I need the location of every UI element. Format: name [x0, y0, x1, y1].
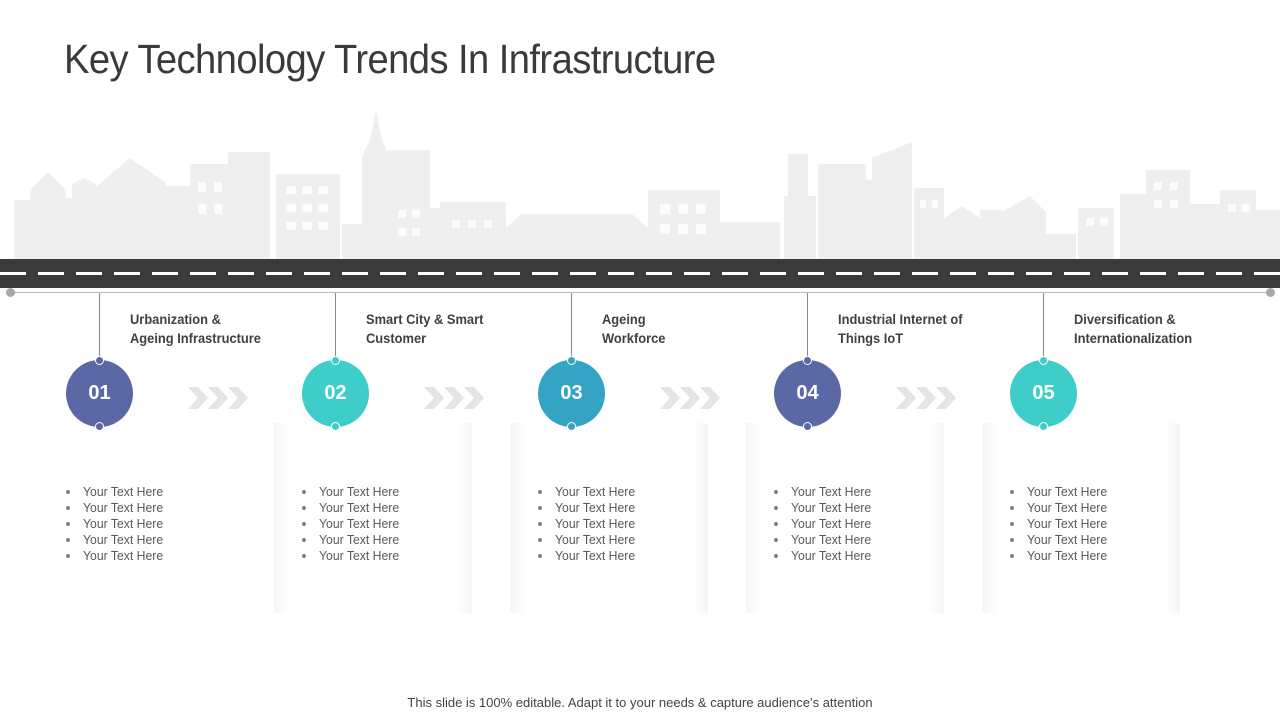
step-heading: Urbanization & Ageing Infrastructure: [130, 310, 314, 348]
list-item: Your Text Here: [66, 500, 164, 515]
trend-step-1: Urbanization & Ageing Infrastructure 01 …: [0, 293, 261, 613]
step-bullet-list: Your Text Here Your Text Here Your Text …: [66, 484, 168, 564]
list-item: Your Text Here: [66, 548, 164, 563]
step-heading: Ageing Workforce: [602, 310, 786, 348]
step-bullet-list: Your Text Here Your Text Here Your Text …: [538, 484, 640, 564]
badge-top-pin: [567, 356, 576, 365]
step-heading-line1: Smart City & Smart: [366, 311, 484, 327]
step-number-badge: 02: [302, 360, 369, 427]
step-number: 01: [88, 382, 111, 404]
badge-top-pin: [1039, 356, 1048, 365]
step-heading-line2: Things IoT: [838, 330, 904, 346]
list-item: Your Text Here: [302, 532, 400, 547]
step-connector: [1043, 293, 1044, 359]
road-lane-markings: [0, 272, 1280, 275]
step-heading-line2: Internationalization: [1074, 330, 1193, 346]
badge-bottom-pin: [803, 422, 812, 431]
list-item: Your Text Here: [538, 500, 636, 515]
trend-step-2: Smart City & Smart Customer 02 Your Text…: [236, 293, 484, 613]
step-heading-line2: Customer: [366, 330, 427, 346]
step-heading: Smart City & Smart Customer: [366, 310, 550, 348]
step-bullet-list: Your Text Here Your Text Here Your Text …: [774, 484, 876, 564]
list-item: Your Text Here: [302, 548, 400, 563]
step-heading-line1: Ageing: [602, 311, 646, 327]
list-item: Your Text Here: [774, 532, 872, 547]
step-heading-line2: Workforce: [602, 330, 666, 346]
step-connector: [99, 293, 100, 359]
step-number: 04: [796, 382, 819, 404]
badge-bottom-pin: [331, 422, 340, 431]
list-item: Your Text Here: [1010, 484, 1108, 499]
list-item: Your Text Here: [774, 500, 872, 515]
step-card-background: [274, 423, 472, 613]
badge-top-pin: [95, 356, 104, 365]
badge-top-pin: [331, 356, 340, 365]
list-item: Your Text Here: [1010, 516, 1108, 531]
timeline-start-dot: [6, 288, 15, 297]
list-item: Your Text Here: [538, 484, 636, 499]
step-number: 03: [560, 382, 583, 404]
trend-step-5: Diversification & Internationalization 0…: [944, 293, 1192, 613]
trend-step-3: Ageing Workforce 03 Your Text Here Your …: [472, 293, 720, 613]
timeline-baseline: [10, 292, 1270, 293]
step-heading-line1: Diversification &: [1074, 311, 1176, 327]
chevron-right-icon: [188, 387, 248, 409]
list-item: Your Text Here: [538, 516, 636, 531]
list-item: Your Text Here: [538, 532, 636, 547]
trend-step-4: Industrial Internet of Things IoT 04 You…: [708, 293, 963, 613]
list-item: Your Text Here: [66, 516, 164, 531]
step-number-badge: 05: [1010, 360, 1077, 427]
step-card-background: [746, 423, 944, 613]
list-item: Your Text Here: [774, 484, 872, 499]
chevron-right-icon: [424, 387, 484, 409]
step-bullet-list: Your Text Here Your Text Here Your Text …: [1010, 484, 1112, 564]
list-item: Your Text Here: [302, 516, 400, 531]
list-item: Your Text Here: [302, 484, 400, 499]
step-number-badge: 04: [774, 360, 841, 427]
step-number-badge: 03: [538, 360, 605, 427]
badge-bottom-pin: [95, 422, 104, 431]
timeline-end-dot: [1266, 288, 1275, 297]
step-heading: Industrial Internet of Things IoT: [838, 310, 1022, 348]
step-card-background: [982, 423, 1180, 613]
footer-note: This slide is 100% editable. Adapt it to…: [407, 695, 873, 710]
step-heading-line1: Urbanization &: [130, 311, 221, 327]
chevron-right-icon: [660, 387, 720, 409]
step-connector: [807, 293, 808, 359]
list-item: Your Text Here: [302, 500, 400, 515]
badge-top-pin: [803, 356, 812, 365]
list-item: Your Text Here: [1010, 532, 1108, 547]
step-number: 02: [324, 382, 347, 404]
step-card-background: [510, 423, 708, 613]
step-heading-line1: Industrial Internet of: [838, 311, 963, 327]
step-bullet-list: Your Text Here Your Text Here Your Text …: [302, 484, 404, 564]
list-item: Your Text Here: [774, 548, 872, 563]
list-item: Your Text Here: [1010, 500, 1108, 515]
list-item: Your Text Here: [774, 516, 872, 531]
badge-bottom-pin: [1039, 422, 1048, 431]
city-skyline-icon: [14, 108, 1280, 262]
step-number: 05: [1032, 382, 1055, 404]
list-item: Your Text Here: [538, 548, 636, 563]
step-heading-line2: Ageing Infrastructure: [130, 330, 261, 346]
chevron-right-icon: [896, 387, 956, 409]
list-item: Your Text Here: [66, 532, 164, 547]
step-connector: [335, 293, 336, 359]
list-item: Your Text Here: [1010, 548, 1108, 563]
step-number-badge: 01: [66, 360, 133, 427]
step-heading: Diversification & Internationalization: [1074, 310, 1276, 348]
badge-bottom-pin: [567, 422, 576, 431]
step-connector: [571, 293, 572, 359]
list-item: Your Text Here: [66, 484, 164, 499]
page-title: Key Technology Trends In Infrastructure: [64, 36, 716, 82]
